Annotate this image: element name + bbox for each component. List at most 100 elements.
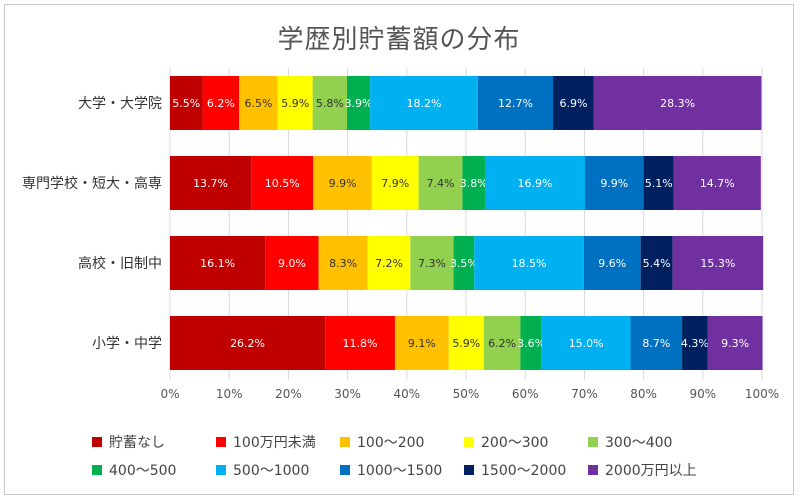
- legend-swatch: [464, 465, 474, 475]
- x-tick-label: 90%: [689, 387, 716, 401]
- bar-segment: [643, 156, 674, 210]
- bar-segment: [347, 76, 371, 130]
- legend-row: 貯蓄なし 100万円未満 100〜200 200〜300 300〜400: [92, 428, 752, 456]
- bar-segment: [170, 76, 203, 130]
- chart-title: 学歴別貯蓄額の分布: [277, 25, 521, 55]
- data-label: 5.9%: [452, 337, 480, 350]
- data-label: 7.4%: [427, 177, 455, 190]
- data-label: 18.5%: [512, 257, 547, 270]
- data-label: 18.2%: [406, 97, 441, 110]
- data-label: 5.8%: [316, 97, 344, 110]
- legend-item: 1000〜1500: [340, 460, 464, 480]
- bar-segment: [313, 156, 372, 210]
- data-label: 11.8%: [343, 337, 378, 350]
- legend-item: 400〜500: [92, 460, 216, 480]
- bar-segment: [520, 316, 542, 370]
- data-label: 9.1%: [408, 337, 436, 350]
- x-tick-label: 30%: [334, 387, 361, 401]
- bar-segment: [448, 316, 484, 370]
- bar-segment: [474, 236, 584, 290]
- legend-item: 貯蓄なし: [92, 432, 216, 452]
- legend-label: 300〜400: [605, 435, 673, 451]
- data-label: 3.8%: [460, 177, 488, 190]
- legend-swatch: [588, 437, 598, 447]
- x-tick-label: 100%: [745, 387, 779, 401]
- bar-segment: [370, 76, 478, 130]
- data-label: 9.0%: [278, 257, 306, 270]
- data-label: 8.3%: [329, 257, 357, 270]
- bar-segment: [170, 156, 252, 210]
- data-label: 12.7%: [498, 97, 533, 110]
- bar-segment: [477, 76, 554, 130]
- bar-segment: [672, 236, 764, 290]
- data-label: 9.9%: [329, 177, 357, 190]
- legend-label: 2000万円以上: [605, 463, 697, 479]
- bar-segment: [371, 156, 419, 210]
- legend-swatch: [216, 465, 226, 475]
- x-tick-label: 20%: [275, 387, 302, 401]
- data-label: 7.9%: [381, 177, 409, 190]
- data-label: 7.2%: [375, 257, 403, 270]
- data-label: 9.6%: [598, 257, 626, 270]
- x-tick-label: 70%: [571, 387, 598, 401]
- legend-item: 200〜300: [464, 432, 588, 452]
- x-tick-label: 10%: [216, 387, 243, 401]
- x-tick-label: 60%: [512, 387, 539, 401]
- x-tick-label: 80%: [630, 387, 657, 401]
- bar-segment: [251, 156, 314, 210]
- x-tick-label: 0%: [160, 387, 179, 401]
- bar-segment: [239, 76, 278, 130]
- bar-segment: [318, 236, 368, 290]
- bar-segment: [170, 236, 266, 290]
- data-label: 6.9%: [559, 97, 587, 110]
- legend-item: 300〜400: [588, 432, 712, 452]
- bar-segment: [630, 316, 683, 370]
- data-label: 14.7%: [700, 177, 735, 190]
- bar-segment: [418, 156, 463, 210]
- legend-swatch: [340, 465, 350, 475]
- data-label: 4.3%: [681, 337, 709, 350]
- category-label: 専門学校・短大・高専: [22, 175, 162, 192]
- legend-label: 100万円未満: [233, 435, 316, 451]
- legend-swatch: [92, 437, 102, 447]
- data-label: 16.1%: [200, 257, 235, 270]
- data-label: 7.3%: [418, 257, 446, 270]
- x-tick-label: 40%: [393, 387, 420, 401]
- data-label: 5.5%: [172, 97, 200, 110]
- bar-segment: [583, 236, 641, 290]
- legend-label: 貯蓄なし: [109, 435, 165, 451]
- bar-segment: [453, 236, 475, 290]
- data-label: 8.7%: [642, 337, 670, 350]
- legend-label: 1500〜2000: [481, 463, 567, 479]
- data-label: 10.5%: [265, 177, 300, 190]
- legend-label: 1000〜1500: [357, 463, 443, 479]
- bar-segment: [170, 316, 326, 370]
- data-label: 5.4%: [643, 257, 671, 270]
- legend-item: 100万円未満: [216, 432, 340, 452]
- category-label: 小学・中学: [92, 336, 162, 352]
- data-label: 6.2%: [207, 97, 235, 110]
- bar-segment: [312, 76, 348, 130]
- chart-legend: 貯蓄なし 100万円未満 100〜200 200〜300 300〜400 400〜500 5…: [92, 428, 752, 484]
- data-label: 15.3%: [700, 257, 735, 270]
- legend-label: 500〜1000: [233, 463, 310, 479]
- legend-label: 200〜300: [481, 435, 549, 451]
- legend-item: 100〜200: [340, 432, 464, 452]
- data-label: 9.9%: [600, 177, 628, 190]
- legend-label: 100〜200: [357, 435, 425, 451]
- data-label: 3.6%: [517, 337, 545, 350]
- bar-segment: [202, 76, 240, 130]
- data-label: 13.7%: [193, 177, 228, 190]
- data-label: 15.0%: [569, 337, 604, 350]
- data-label: 6.2%: [488, 337, 516, 350]
- data-label: 28.3%: [660, 97, 695, 110]
- legend-swatch: [464, 437, 474, 447]
- bar-segment: [367, 236, 411, 290]
- category-label: 大学・大学院: [78, 96, 162, 112]
- data-label: 9.3%: [721, 337, 749, 350]
- data-label: 3.9%: [345, 97, 373, 110]
- legend-swatch: [588, 465, 598, 475]
- bar-segment: [484, 156, 585, 210]
- bar-segment: [483, 316, 521, 370]
- bar-segment: [277, 76, 313, 130]
